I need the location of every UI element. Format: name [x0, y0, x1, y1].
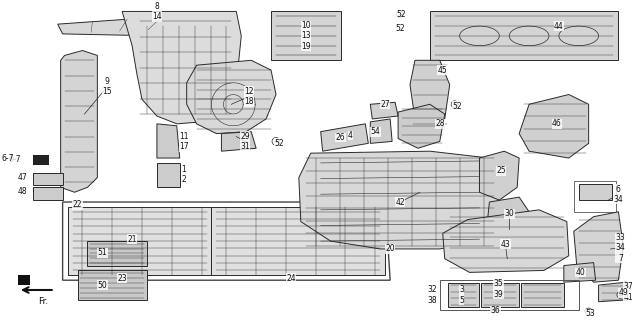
Text: 12
18: 12 18	[244, 87, 254, 106]
Polygon shape	[157, 124, 180, 158]
Polygon shape	[370, 119, 392, 143]
Polygon shape	[321, 124, 368, 151]
Polygon shape	[187, 60, 276, 134]
Text: 33
34
7: 33 34 7	[615, 233, 625, 263]
Text: 6-7: 6-7	[8, 156, 20, 164]
Text: 4: 4	[348, 131, 353, 140]
Text: 25: 25	[497, 166, 506, 175]
Text: 50: 50	[97, 281, 107, 290]
Text: 48: 48	[18, 187, 28, 196]
Text: 26: 26	[336, 133, 345, 142]
Text: 6
34: 6 34	[613, 185, 624, 204]
Text: 54: 54	[370, 127, 380, 136]
Polygon shape	[488, 197, 529, 236]
Polygon shape	[481, 283, 519, 307]
Text: 20: 20	[385, 244, 395, 253]
Text: 21: 21	[128, 235, 137, 244]
Text: 28: 28	[435, 119, 444, 128]
Polygon shape	[564, 263, 596, 282]
Polygon shape	[33, 173, 63, 185]
Polygon shape	[67, 207, 211, 275]
Text: 27: 27	[380, 100, 390, 109]
Text: 53: 53	[585, 309, 596, 318]
Text: 3
5: 3 5	[459, 285, 464, 305]
Polygon shape	[222, 132, 256, 151]
Bar	[18, 275, 30, 285]
Polygon shape	[122, 12, 241, 124]
Text: 30: 30	[504, 209, 514, 218]
Text: 49: 49	[618, 288, 628, 297]
Polygon shape	[578, 184, 613, 200]
Text: 6-7: 6-7	[2, 154, 14, 163]
Text: 52: 52	[395, 24, 405, 33]
Polygon shape	[398, 104, 444, 148]
Text: 42: 42	[395, 197, 405, 206]
Text: 46: 46	[552, 119, 562, 128]
Polygon shape	[599, 282, 629, 302]
Polygon shape	[211, 207, 385, 275]
Polygon shape	[157, 163, 180, 187]
Polygon shape	[410, 60, 450, 129]
Polygon shape	[574, 212, 624, 282]
Polygon shape	[430, 12, 618, 60]
Text: 45: 45	[438, 66, 448, 75]
Text: Fr.: Fr.	[37, 297, 48, 306]
Bar	[33, 155, 49, 165]
Text: 9
15: 9 15	[102, 77, 112, 96]
Text: 47: 47	[18, 173, 28, 182]
Text: 51: 51	[98, 248, 107, 257]
Polygon shape	[77, 270, 147, 300]
Text: 23: 23	[117, 274, 127, 283]
Polygon shape	[60, 51, 97, 192]
Text: 52: 52	[453, 102, 462, 111]
Polygon shape	[33, 187, 63, 200]
Text: 36: 36	[490, 306, 500, 315]
Text: 29
31: 29 31	[241, 132, 250, 151]
Text: 24: 24	[286, 274, 296, 283]
Text: 52: 52	[396, 10, 406, 19]
Text: 10
13
19: 10 13 19	[301, 21, 311, 51]
Text: 8
14: 8 14	[152, 2, 162, 21]
Polygon shape	[370, 102, 398, 119]
Text: 37
41: 37 41	[624, 282, 633, 302]
Polygon shape	[299, 151, 499, 249]
Text: 35
39: 35 39	[493, 279, 503, 299]
Polygon shape	[479, 151, 519, 200]
Polygon shape	[58, 14, 201, 36]
Text: 52: 52	[274, 139, 284, 148]
Polygon shape	[521, 283, 564, 307]
Polygon shape	[443, 210, 569, 272]
Text: 22: 22	[73, 200, 83, 210]
Text: 32
38: 32 38	[427, 285, 437, 305]
Text: 43: 43	[500, 240, 510, 249]
Polygon shape	[448, 283, 479, 307]
Text: 1
2: 1 2	[182, 165, 186, 184]
Text: 44: 44	[554, 21, 564, 31]
Text: 11
17: 11 17	[179, 132, 189, 151]
Text: 40: 40	[576, 268, 585, 277]
Polygon shape	[519, 94, 589, 158]
Polygon shape	[271, 12, 340, 60]
Polygon shape	[88, 241, 147, 266]
